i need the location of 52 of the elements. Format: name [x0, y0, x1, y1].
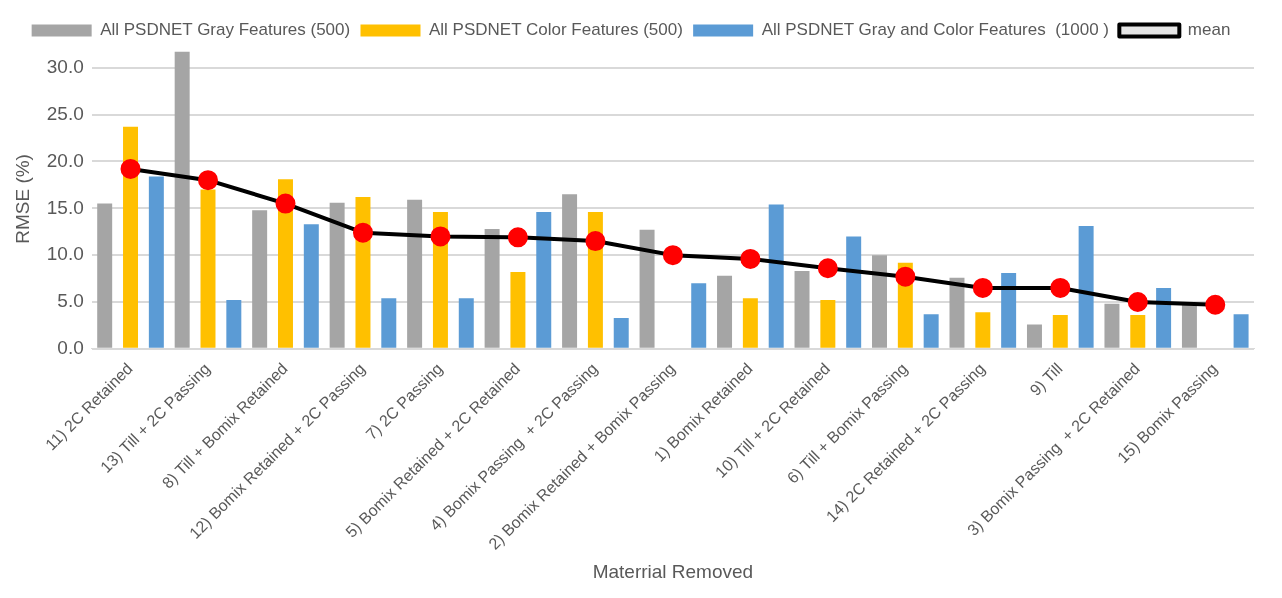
bar [510, 272, 526, 348]
y-tick-label: 30.0 [46, 55, 84, 77]
bar [613, 317, 629, 348]
y-tick-label: 25.0 [46, 102, 84, 124]
bar [1156, 287, 1172, 348]
legend-label: mean [1187, 20, 1231, 40]
bar [252, 210, 268, 348]
x-tick-label: 9) Till [1026, 359, 1066, 399]
bar [975, 312, 991, 348]
bar [97, 203, 113, 348]
y-tick-label: 20.0 [46, 149, 84, 171]
y-tick-label: 10.0 [46, 243, 84, 265]
bar [1130, 315, 1146, 348]
bar [1104, 303, 1120, 348]
bar [123, 126, 139, 348]
y-tick-label: 5.0 [57, 290, 84, 312]
bar [820, 300, 836, 348]
bar [303, 224, 319, 348]
bar [329, 202, 345, 348]
bar [562, 194, 578, 348]
x-axis-title: Materrial Removed [592, 560, 754, 582]
y-tick-label: 0.0 [57, 337, 84, 359]
bar [226, 300, 242, 348]
bar [691, 283, 707, 348]
bar [1233, 314, 1249, 348]
bar [794, 271, 810, 348]
bar [1001, 272, 1017, 348]
bar [458, 298, 474, 348]
bar [717, 275, 733, 348]
y-tick-label: 15.0 [46, 196, 84, 218]
bar [923, 314, 939, 348]
bar [148, 176, 164, 348]
bar [742, 298, 758, 348]
bar [1078, 226, 1094, 348]
bar [1026, 324, 1042, 348]
y-axis-title: RMSE (%) [11, 154, 33, 244]
bar [1052, 315, 1068, 348]
legend-label: All PSDNET Color Features (500) [429, 20, 683, 40]
bar [200, 189, 216, 348]
legend-label: All PSDNET Gray and Color Features (1000 ) [761, 20, 1110, 40]
bar [536, 212, 552, 348]
bar [872, 255, 887, 348]
bar [639, 229, 655, 348]
legend-label: All PSDNET Gray Features (500) [100, 20, 351, 40]
bar [174, 51, 190, 348]
bar [846, 236, 862, 348]
bar [949, 277, 965, 348]
bar [381, 298, 397, 348]
bar [407, 199, 423, 348]
bar [277, 179, 293, 348]
bar [484, 228, 500, 348]
bar [768, 204, 784, 348]
